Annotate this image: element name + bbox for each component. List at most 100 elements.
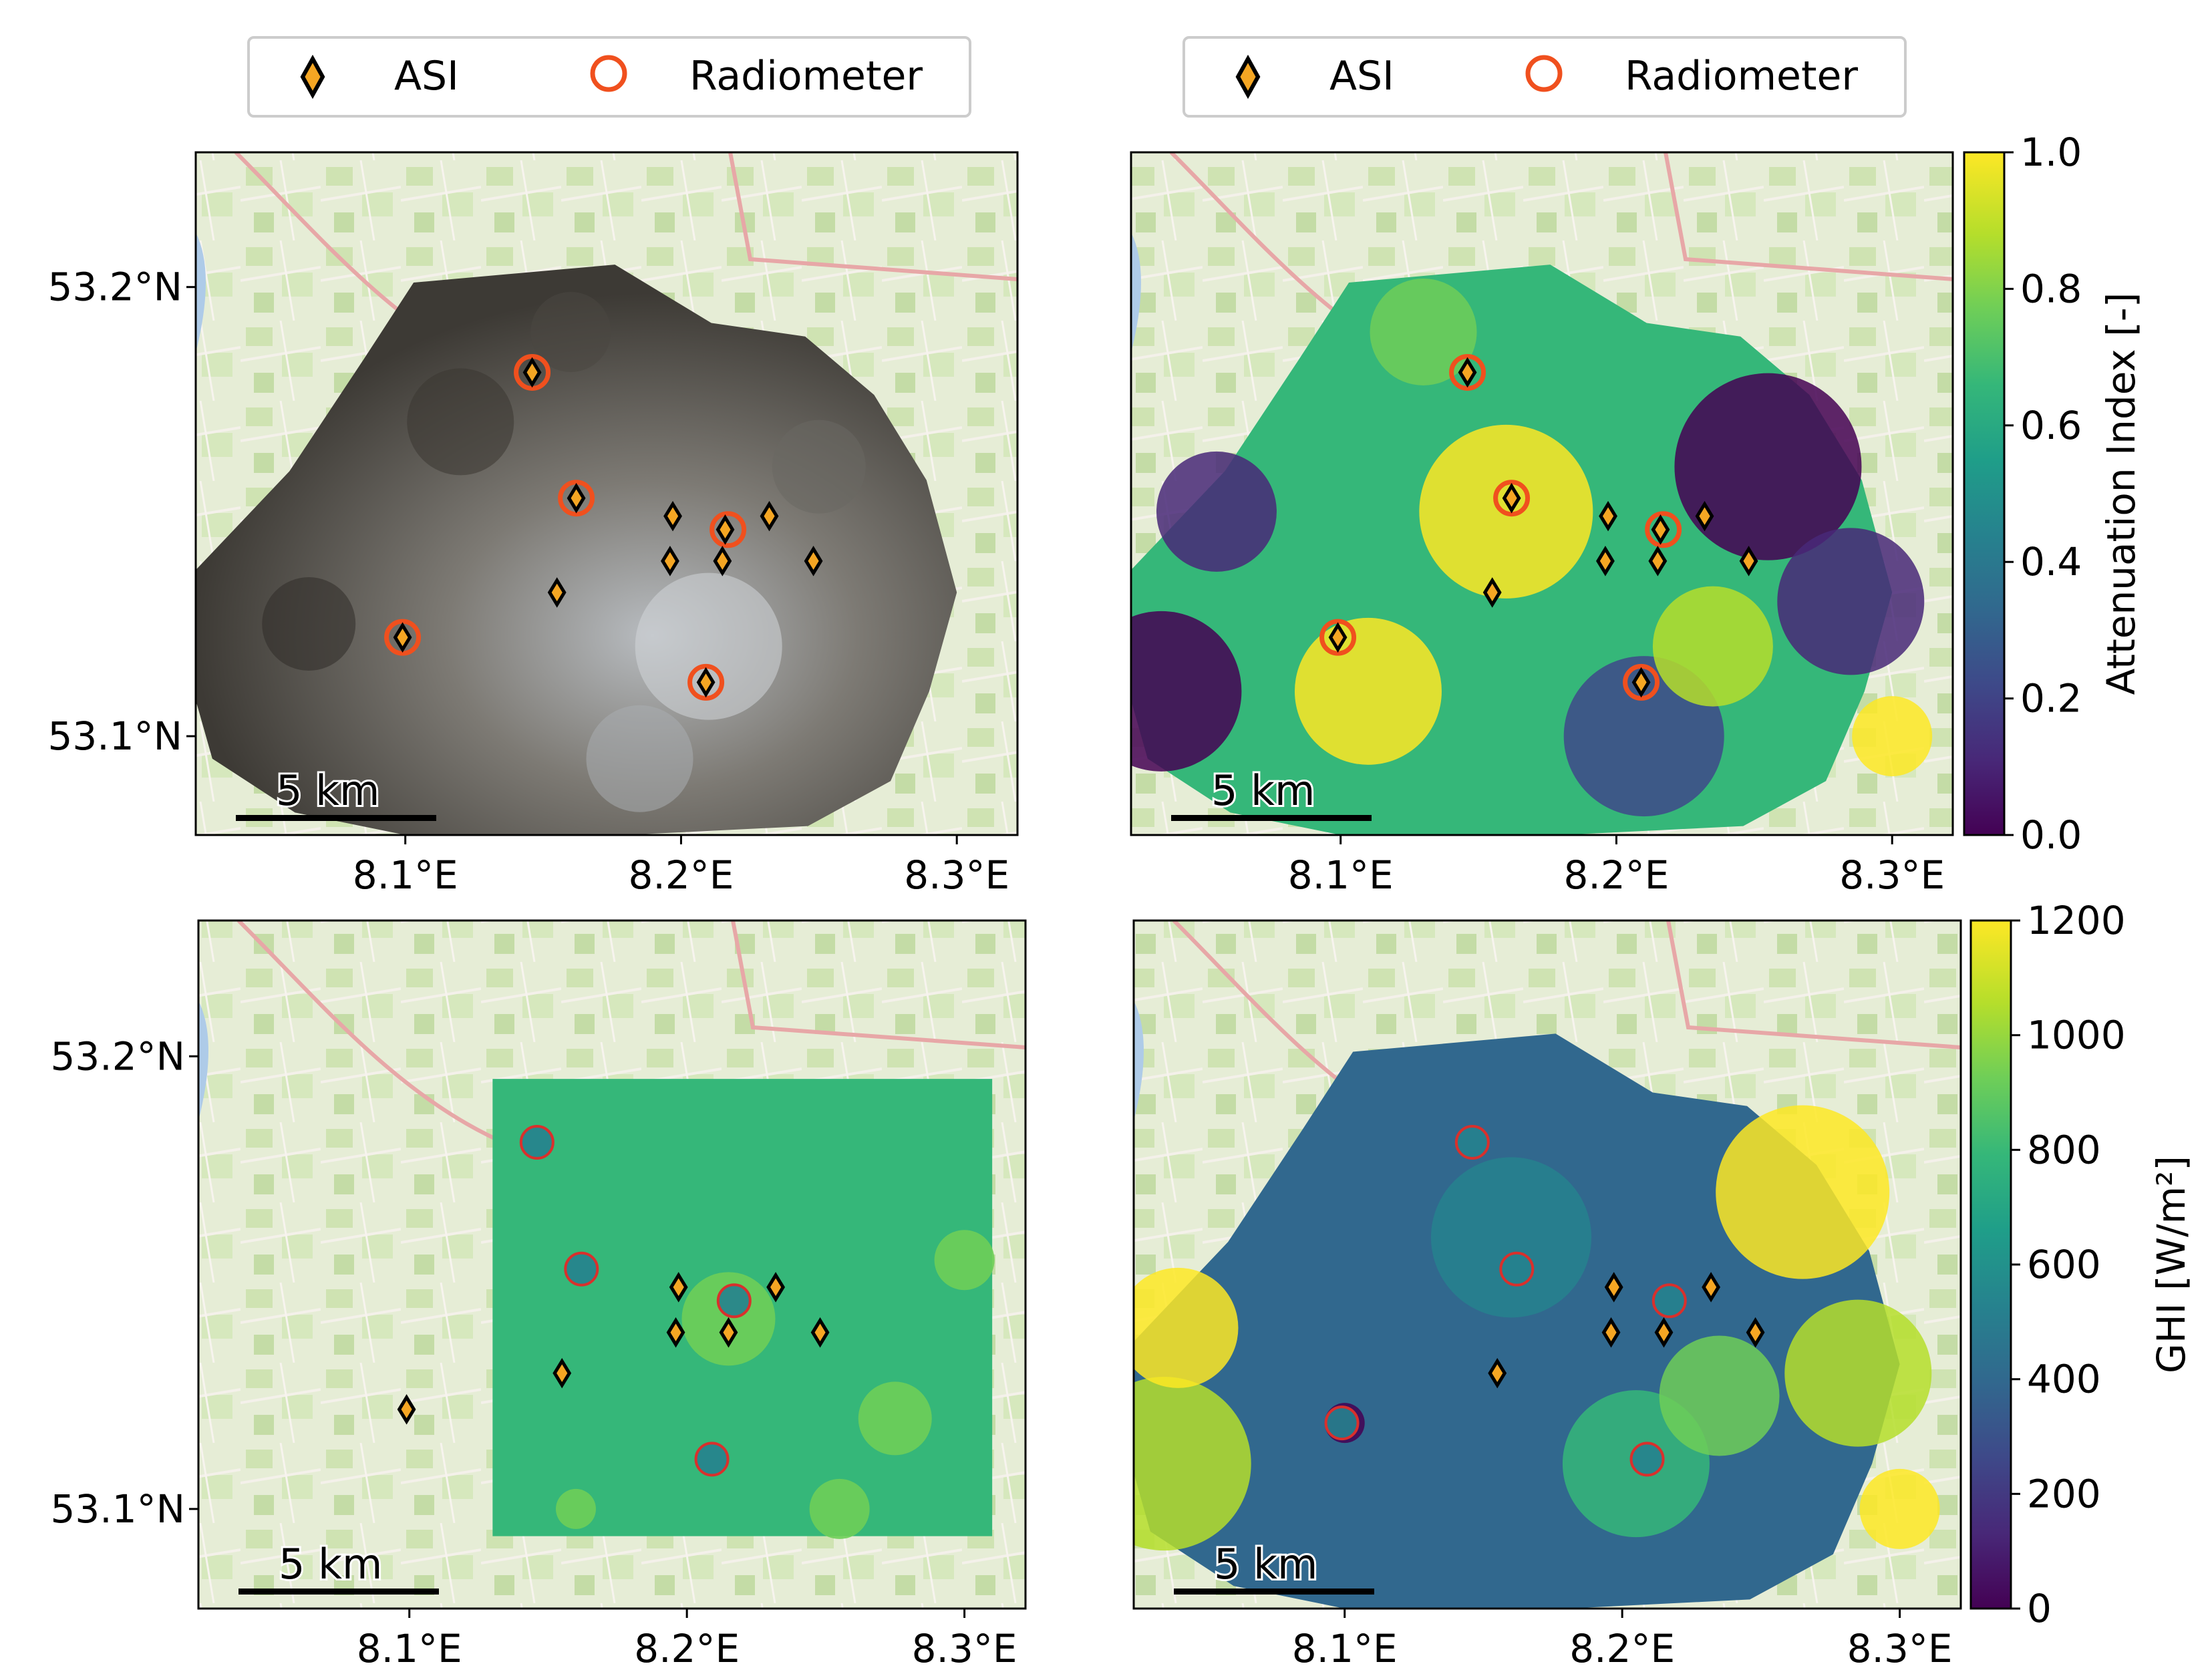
asi-marker (1631, 667, 1651, 698)
map-area: 5 km (198, 921, 1025, 1609)
radiometer-marker (1493, 480, 1531, 517)
x-tick-label: 8.3°E (904, 852, 1009, 898)
x-tick-label: 8.2°E (1563, 852, 1669, 898)
asi-marker (1328, 622, 1348, 653)
y-tick-label: 53.1°N (50, 1486, 185, 1532)
x-tick-label: 8.1°E (357, 1626, 462, 1666)
colorbar-tick-label: 0.2 (2020, 676, 2082, 721)
asi-marker (522, 357, 542, 388)
asi-marker (1695, 500, 1714, 532)
radiometer-marker (564, 1251, 599, 1287)
plot-frame (1132, 919, 1962, 1610)
radiometer-marker (1454, 1125, 1490, 1160)
scalebar-line (239, 1589, 439, 1595)
asi-marker (669, 1272, 688, 1303)
cloud-patch (262, 576, 356, 671)
radiometer-marker (709, 511, 747, 548)
y-tick-label: 53.1°N (47, 713, 182, 759)
asi-marker (1596, 546, 1615, 576)
asi-marker (1739, 546, 1758, 576)
asi-marker (1599, 500, 1617, 532)
legend-left: ASI Radiometer (247, 36, 971, 118)
asi-marker (547, 577, 567, 608)
colorbar-tick-label: 600 (2027, 1242, 2101, 1287)
scalebar: 5 km (1171, 764, 1372, 821)
radiometer-marker (1651, 1283, 1687, 1319)
road (1664, 152, 1953, 281)
field-patch (1784, 1299, 1932, 1447)
legend-asi-label: ASI (394, 53, 459, 100)
field-patch (555, 1488, 596, 1529)
radiometer-marker (519, 1125, 555, 1160)
asi-marker (663, 500, 682, 532)
panel-ghi-reference: 5 km 8.1°E 8.2°E 8.3°E 53.2°N 53.1°N (50, 919, 1027, 1666)
colorbar-tick-label: 0.0 (2020, 812, 2082, 858)
field-patch (1134, 1377, 1251, 1551)
asi-marker (661, 546, 679, 576)
colorbar-tick-label: 1.0 (2020, 130, 2082, 175)
plot-frame (1130, 151, 1954, 836)
field-patch (1134, 1267, 1239, 1388)
colorbar-tick-label: 800 (2027, 1127, 2101, 1172)
map-area: 5 km (196, 152, 1017, 835)
road (728, 152, 1017, 281)
asi-marker (1482, 577, 1502, 608)
x-tick-label: 8.3°E (1847, 1626, 1953, 1666)
map-area: 5 km (1131, 152, 1953, 835)
cloud-patch (772, 420, 866, 514)
x-tick-label: 8.1°E (1292, 1626, 1398, 1666)
radiometer-marker (694, 1442, 730, 1477)
x-tick-label: 8.1°E (353, 852, 458, 898)
radiometer-marker (384, 619, 422, 656)
y-tick-label: 53.2°N (47, 265, 182, 310)
asi-marker (1654, 1317, 1674, 1348)
asi-marker (766, 1272, 786, 1303)
road (1666, 921, 1961, 1049)
radiometer-marker (1645, 511, 1682, 548)
cloud-patch (586, 705, 693, 812)
asi-marker (1604, 1272, 1623, 1303)
legend-asi-marker (1235, 54, 1261, 100)
colorbar-label: Attenuation Index [-] (2098, 293, 2144, 695)
asi-marker (696, 667, 716, 698)
y-tick-label: 53.2°N (50, 1033, 185, 1079)
asi-marker (397, 1394, 416, 1425)
scalebar-label: 5 km (1211, 766, 1315, 815)
radiometer-marker (1623, 663, 1660, 701)
sky-image-overlay (196, 265, 957, 835)
asi-marker (567, 482, 586, 514)
legend-radiometer-label: Radiometer (689, 53, 923, 100)
legend-asi-marker (300, 54, 325, 100)
field-patch (1131, 611, 1242, 772)
scalebar-line (236, 815, 436, 821)
field-patch (1294, 617, 1442, 765)
asi-marker (666, 1317, 685, 1348)
scalebar: 5 km (236, 764, 436, 821)
x-tick-label: 8.1°E (1288, 852, 1394, 898)
lake (1134, 1001, 1144, 1121)
scalebar: 5 km (1174, 1538, 1374, 1595)
radiometer-marker (514, 353, 551, 391)
colorbar-tick-label: 0 (2027, 1586, 2052, 1631)
lake (1131, 232, 1141, 353)
asi-marker (1502, 482, 1521, 514)
asi-marker (1648, 546, 1668, 576)
colorbar-tick-label: 0.6 (2020, 403, 2082, 448)
lake (196, 232, 206, 353)
field-patch (1777, 528, 1925, 675)
x-tick-label: 8.3°E (1839, 852, 1945, 898)
cloud-patch (407, 368, 514, 476)
field-patch (1852, 696, 1933, 777)
colorbar-label: GHI [W/m²] (2149, 1156, 2194, 1373)
radiometer-marker (687, 663, 725, 701)
radiometer-marker (1319, 619, 1357, 656)
field-patch (1430, 1157, 1591, 1318)
field-patch (858, 1381, 932, 1456)
colorbar-tick-label: 400 (2027, 1357, 2101, 1402)
x-tick-label: 8.3°E (912, 1626, 1017, 1666)
field-patch (1370, 278, 1477, 385)
asi-marker (760, 500, 779, 532)
x-tick-label: 8.2°E (634, 1626, 740, 1666)
colorbar-ghi: 0 200 400 600 800 1000 1200 GHI [W/m²] (1969, 898, 2194, 1631)
